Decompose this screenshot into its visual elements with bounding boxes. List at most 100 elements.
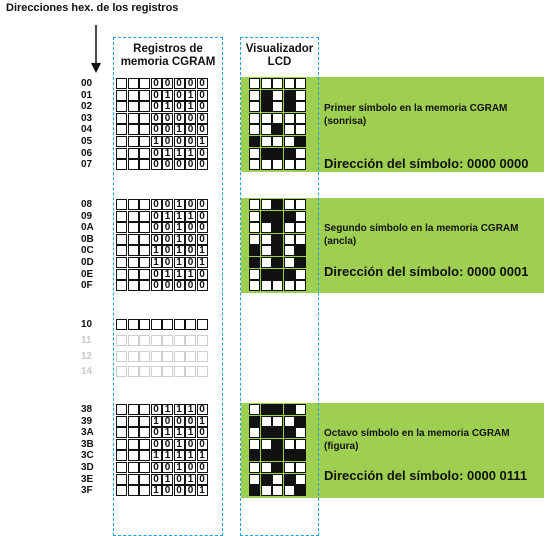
- cgram-bit-cell: 1: [185, 474, 196, 485]
- cgram-bit-cell: [116, 404, 127, 415]
- cgram-bit-cell: 0: [162, 199, 173, 210]
- lcd-pixel: [295, 439, 306, 450]
- cgram-bit-cell: 1: [174, 124, 185, 135]
- cgram-bit-cell: [128, 474, 139, 485]
- lcd-pixel: [249, 136, 260, 147]
- cgram-bit-cell: 0: [162, 245, 173, 256]
- lcd-pixel: [295, 416, 306, 427]
- cgram-bit-cell: [139, 462, 150, 473]
- cgram-bit-cell: 0: [151, 269, 162, 280]
- hex-address: 00: [81, 78, 115, 90]
- lcd-pixel: [272, 462, 283, 473]
- cgram-bit-cell: [116, 462, 127, 473]
- cgram-bit-cell: 0: [151, 199, 162, 210]
- lcd-pixel: [284, 159, 295, 170]
- cgram-bit-cell: 1: [197, 245, 208, 256]
- cgram-bit-cell: 0: [151, 101, 162, 112]
- symbol-address: Dirección del símbolo: 0000 0111: [324, 468, 527, 483]
- cgram-bit-cell: 0: [174, 90, 185, 101]
- lcd-pixel: [284, 404, 295, 415]
- lcd-pixel: [284, 136, 295, 147]
- lcd-pixel: [295, 159, 306, 170]
- cgram-bit-cell: [151, 319, 162, 330]
- lcd-pixel: [261, 78, 272, 89]
- cgram-bit-cell: [139, 199, 150, 210]
- cgram-bit-cell: 0: [197, 234, 208, 245]
- hex-address: 39: [81, 416, 115, 428]
- lcd-pixel: [261, 257, 272, 268]
- cgram-bit-cell: 0: [185, 113, 196, 124]
- hex-address: 08: [81, 199, 115, 211]
- cgram-bit-cell: [139, 159, 150, 170]
- cgram-bit-cell: [116, 335, 127, 346]
- lcd-pixel: [295, 474, 306, 485]
- cgram-bit-cell: 0: [174, 474, 185, 485]
- symbol-address: Dirección del símbolo: 0000 0000: [324, 156, 528, 171]
- hex-address: 38: [81, 404, 115, 416]
- lcd-pixel: [284, 234, 295, 245]
- cgram-bit-cell: [162, 366, 173, 377]
- lcd-pixel: [284, 148, 295, 159]
- cgram-bit-cell: 1: [185, 90, 196, 101]
- lcd-pixel: [272, 113, 283, 124]
- cgram-bit-cell: [151, 351, 162, 362]
- cgram-bit-cell: [151, 366, 162, 377]
- cgram-bit-cell: [128, 280, 139, 291]
- cgram-bit-cell: 1: [174, 439, 185, 450]
- cgram-bit-cell: [162, 351, 173, 362]
- lcd-pixel: [295, 136, 306, 147]
- cgram-bit-cell: [116, 439, 127, 450]
- cgram-bit-cell: 0: [162, 124, 173, 135]
- hex-address: 3A: [81, 427, 115, 439]
- cgram-bit-cell: 0: [151, 462, 162, 473]
- symbol-description: Segundo símbolo en la memoria CGRAM (ancl…: [324, 222, 518, 248]
- cgram-bit-cell: 1: [174, 450, 185, 461]
- cgram-bit-cell: [116, 269, 127, 280]
- cgram-bit-cell: 1: [185, 269, 196, 280]
- lcd-pixel: [272, 222, 283, 233]
- lcd-pixel: [272, 211, 283, 222]
- cgram-bit-cell: 0: [174, 485, 185, 496]
- cgram-bit-cell: 1: [151, 416, 162, 427]
- lcd-pixel: [272, 124, 283, 135]
- cgram-bit-cell: 0: [174, 159, 185, 170]
- down-arrow-icon: [89, 25, 103, 75]
- lcd-pixel: [272, 269, 283, 280]
- cgram-bit-cell: [128, 257, 139, 268]
- cgram-bit-cell: [128, 427, 139, 438]
- cgram-bit-cell: [116, 319, 127, 330]
- cgram-header: Registros de memoria CGRAM: [113, 43, 223, 69]
- cgram-bit-cell: 0: [185, 234, 196, 245]
- lcd-pixel: [249, 234, 260, 245]
- lcd-pixel: [249, 416, 260, 427]
- lcd-pixel: [272, 245, 283, 256]
- cgram-bit-cell: [139, 124, 150, 135]
- cgram-bit-cell: 1: [174, 245, 185, 256]
- lcd-pixel: [284, 113, 295, 124]
- cgram-bit-cell: 1: [197, 257, 208, 268]
- cgram-bit-cell: [116, 245, 127, 256]
- lcd-pixel: [284, 280, 295, 291]
- lcd-pixel: [249, 404, 260, 415]
- cgram-bit-cell: [139, 78, 150, 89]
- cgram-bit-cell: [162, 319, 173, 330]
- lcd-pixel: [295, 269, 306, 280]
- cgram-bit-cell: 1: [185, 427, 196, 438]
- cgram-bit-cell: 1: [162, 90, 173, 101]
- lcd-pixel: [284, 101, 295, 112]
- cgram-bit-cell: [139, 269, 150, 280]
- cgram-bit-cell: [116, 222, 127, 233]
- cgram-bit-cell: [139, 280, 150, 291]
- cgram-bit-cell: [139, 234, 150, 245]
- cgram-bit-cell: 0: [197, 427, 208, 438]
- cgram-bit-cell: 0: [174, 78, 185, 89]
- cgram-bit-cell: 0: [185, 159, 196, 170]
- lcd-pixel: [261, 211, 272, 222]
- lcd-pixel: [272, 159, 283, 170]
- cgram-bit-cell: [128, 404, 139, 415]
- cgram-bit-cell: 1: [162, 148, 173, 159]
- cgram-bit-cell: [128, 335, 139, 346]
- cgram-bit-cell: 1: [151, 257, 162, 268]
- cgram-bit-cell: 0: [162, 222, 173, 233]
- lcd-pixel: [261, 113, 272, 124]
